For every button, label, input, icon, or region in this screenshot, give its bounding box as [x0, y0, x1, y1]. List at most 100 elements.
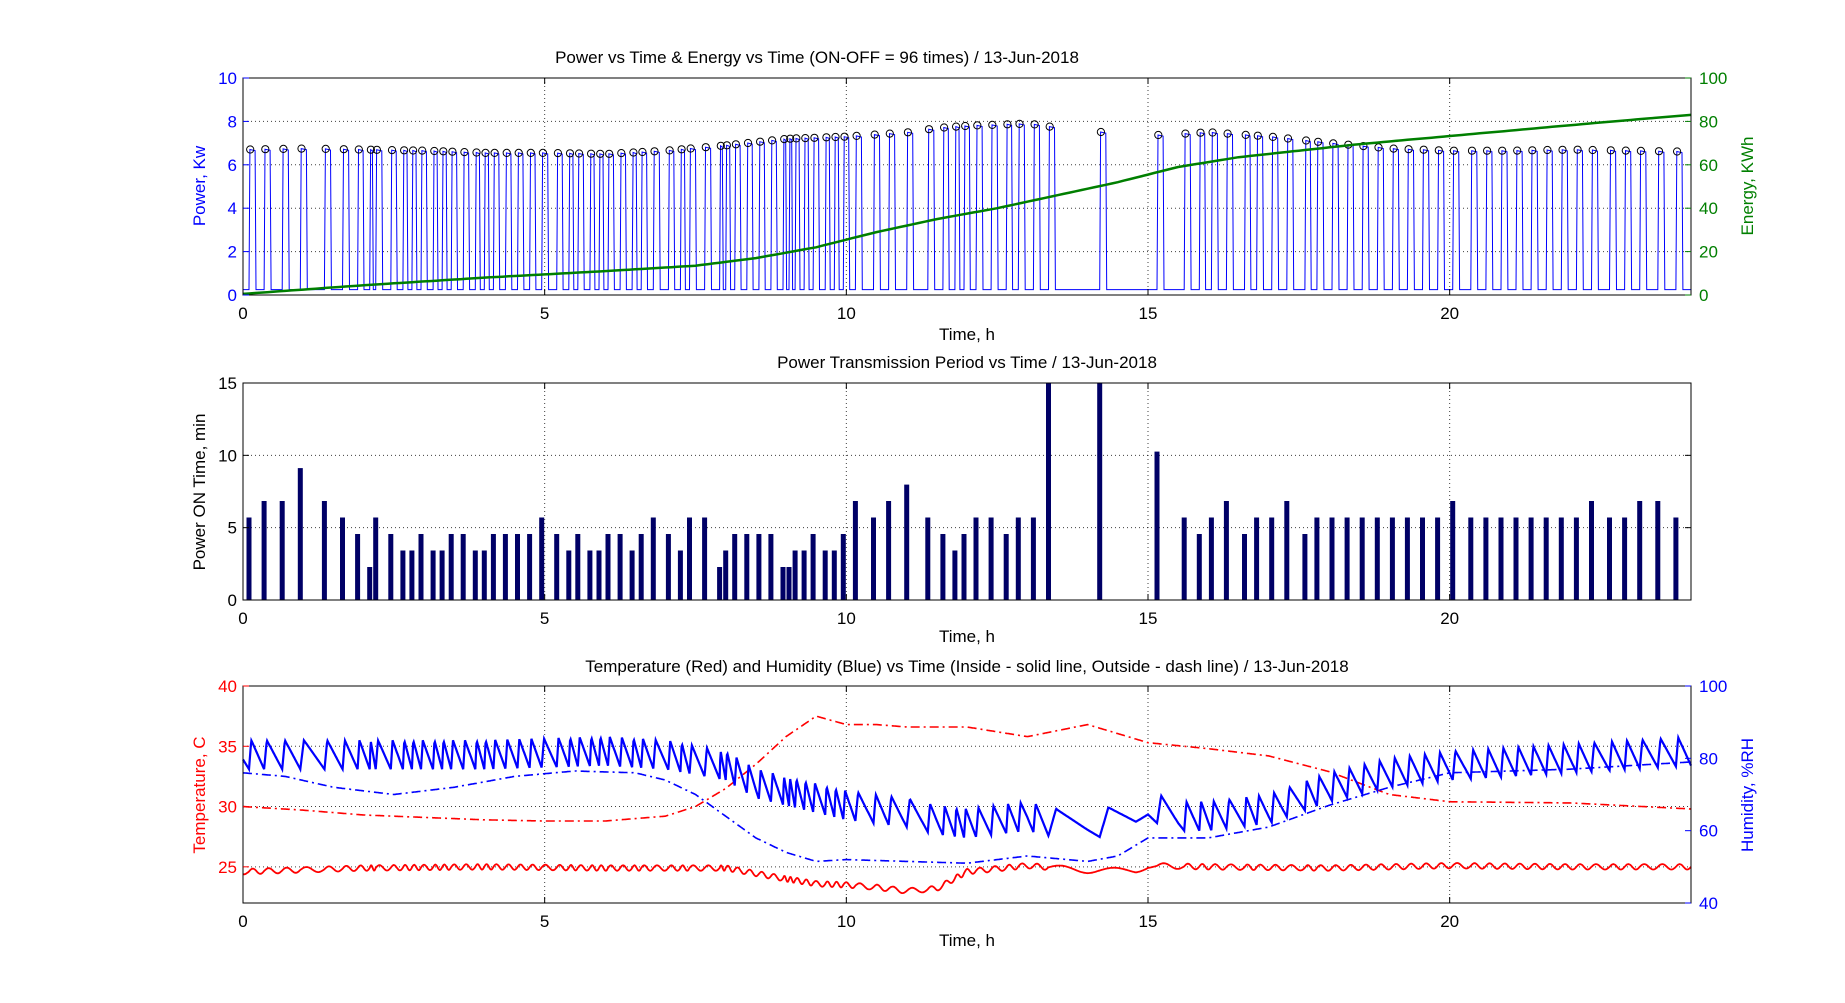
power-energy-chart: Power vs Time & Energy vs Time (ON-OFF =…: [190, 48, 1757, 344]
power-peak-marker: [261, 145, 270, 154]
y-tick-label-left: 4: [228, 199, 237, 218]
power-peak-marker: [400, 146, 409, 155]
on-time-bar: [1450, 501, 1456, 600]
power-peak-marker: [792, 134, 801, 143]
on-time-bar: [973, 517, 979, 600]
x-tick-label: 5: [540, 609, 549, 628]
on-time-bar: [448, 534, 454, 600]
on-time-bar: [340, 517, 345, 600]
power-peak-marker: [1154, 130, 1163, 140]
chart3-y-label-left: Temperature, C: [190, 736, 209, 853]
on-time-bar: [373, 517, 379, 600]
on-time-bar: [810, 534, 816, 600]
power-series-line: [243, 123, 1691, 291]
y-tick-label-right: 0: [1699, 286, 1708, 305]
on-time-bar: [886, 501, 892, 600]
on-time-bar: [1181, 517, 1187, 600]
power-peak-marker: [701, 143, 710, 152]
on-time-bar: [1242, 534, 1247, 600]
power-peak-marker: [387, 146, 397, 155]
on-time-bar: [786, 567, 792, 600]
power-peak-marker: [988, 120, 997, 130]
power-peak-marker: [1467, 146, 1477, 155]
x-tick-label: 0: [238, 609, 247, 628]
on-time-bar: [1468, 517, 1474, 600]
on-time-bar: [515, 534, 520, 600]
power-peak-marker: [831, 132, 840, 142]
power-peak-marker: [605, 149, 614, 158]
on-time-bar: [1607, 517, 1612, 600]
on-time-bar: [566, 550, 572, 600]
on-time-bar: [1622, 517, 1628, 600]
power-peak-marker: [1654, 147, 1664, 156]
on-time-bar: [756, 534, 762, 600]
on-time-bar: [717, 567, 723, 600]
chart2-frame: [242, 382, 1692, 601]
power-peak-marker: [1404, 145, 1413, 154]
on-time-bar: [481, 550, 487, 600]
on-time-bar: [1030, 517, 1036, 600]
on-time-bar: [1284, 501, 1290, 600]
power-peak-marker: [1196, 128, 1205, 137]
x-tick-label: 20: [1440, 304, 1459, 323]
power-peak-marker: [1543, 145, 1552, 155]
on-time-bar: [490, 534, 496, 600]
y-tick-label-left: 35: [218, 737, 237, 756]
power-peak-marker: [1359, 142, 1368, 151]
temperature-outside-line: [243, 715, 1692, 822]
power-peak-marker: [1314, 137, 1323, 146]
on-time-bar: [355, 534, 361, 600]
on-time-bar: [460, 534, 466, 600]
y-tick-label-left: 0: [228, 286, 237, 305]
x-tick-label: 15: [1139, 304, 1158, 323]
power-peak-marker: [903, 128, 913, 137]
on-time-bar: [687, 517, 692, 600]
on-time-bar: [1223, 501, 1229, 600]
x-tick-label: 5: [540, 912, 549, 931]
x-tick-label: 0: [238, 912, 247, 931]
on-time-bar: [940, 534, 946, 600]
power-peak-marker: [665, 146, 674, 155]
power-peak-marker: [1015, 119, 1024, 129]
on-time-bar: [596, 550, 602, 600]
on-time-bar: [1558, 517, 1564, 600]
on-time-bar: [638, 534, 644, 600]
y-tick-label-left: 30: [218, 798, 237, 817]
on-time-bar: [822, 550, 828, 600]
power-peak-marker: [1636, 146, 1646, 155]
on-time-bar: [723, 550, 729, 600]
x-tick-label: 20: [1440, 912, 1459, 931]
power-peak-marker: [1588, 145, 1597, 155]
power-peak-marker: [526, 148, 535, 157]
on-time-bar: [1046, 383, 1051, 600]
power-peak-marker: [1573, 145, 1582, 154]
power-peak-marker: [1030, 120, 1039, 129]
on-time-bar: [801, 550, 807, 600]
on-time-bar: [665, 534, 671, 600]
on-time-bar: [297, 468, 303, 600]
power-peak-marker: [961, 121, 970, 131]
on-time-bar: [1314, 517, 1320, 600]
power-peak-marker: [1528, 146, 1537, 155]
power-peak-marker: [617, 149, 626, 158]
x-tick-label: 10: [837, 304, 856, 323]
power-peak-marker: [1498, 146, 1507, 155]
on-time-bar: [472, 550, 478, 600]
on-time-bar: [1528, 517, 1534, 600]
on-time-bar: [539, 517, 545, 600]
power-peak-marker: [870, 130, 879, 139]
on-time-bar: [871, 517, 876, 600]
power-peak-marker: [1513, 146, 1522, 155]
on-time-bar: [831, 550, 837, 600]
power-peak-marker: [852, 131, 861, 140]
power-peak-marker: [502, 148, 511, 157]
on-time-bar: [1097, 383, 1103, 600]
power-peak-marker: [1283, 134, 1293, 143]
on-time-bar: [409, 550, 415, 600]
on-time-bar: [1269, 517, 1275, 600]
power-peak-marker: [629, 148, 638, 157]
on-time-bar: [554, 534, 560, 600]
power-peak-marker: [354, 145, 363, 154]
on-time-bar: [1589, 501, 1594, 600]
